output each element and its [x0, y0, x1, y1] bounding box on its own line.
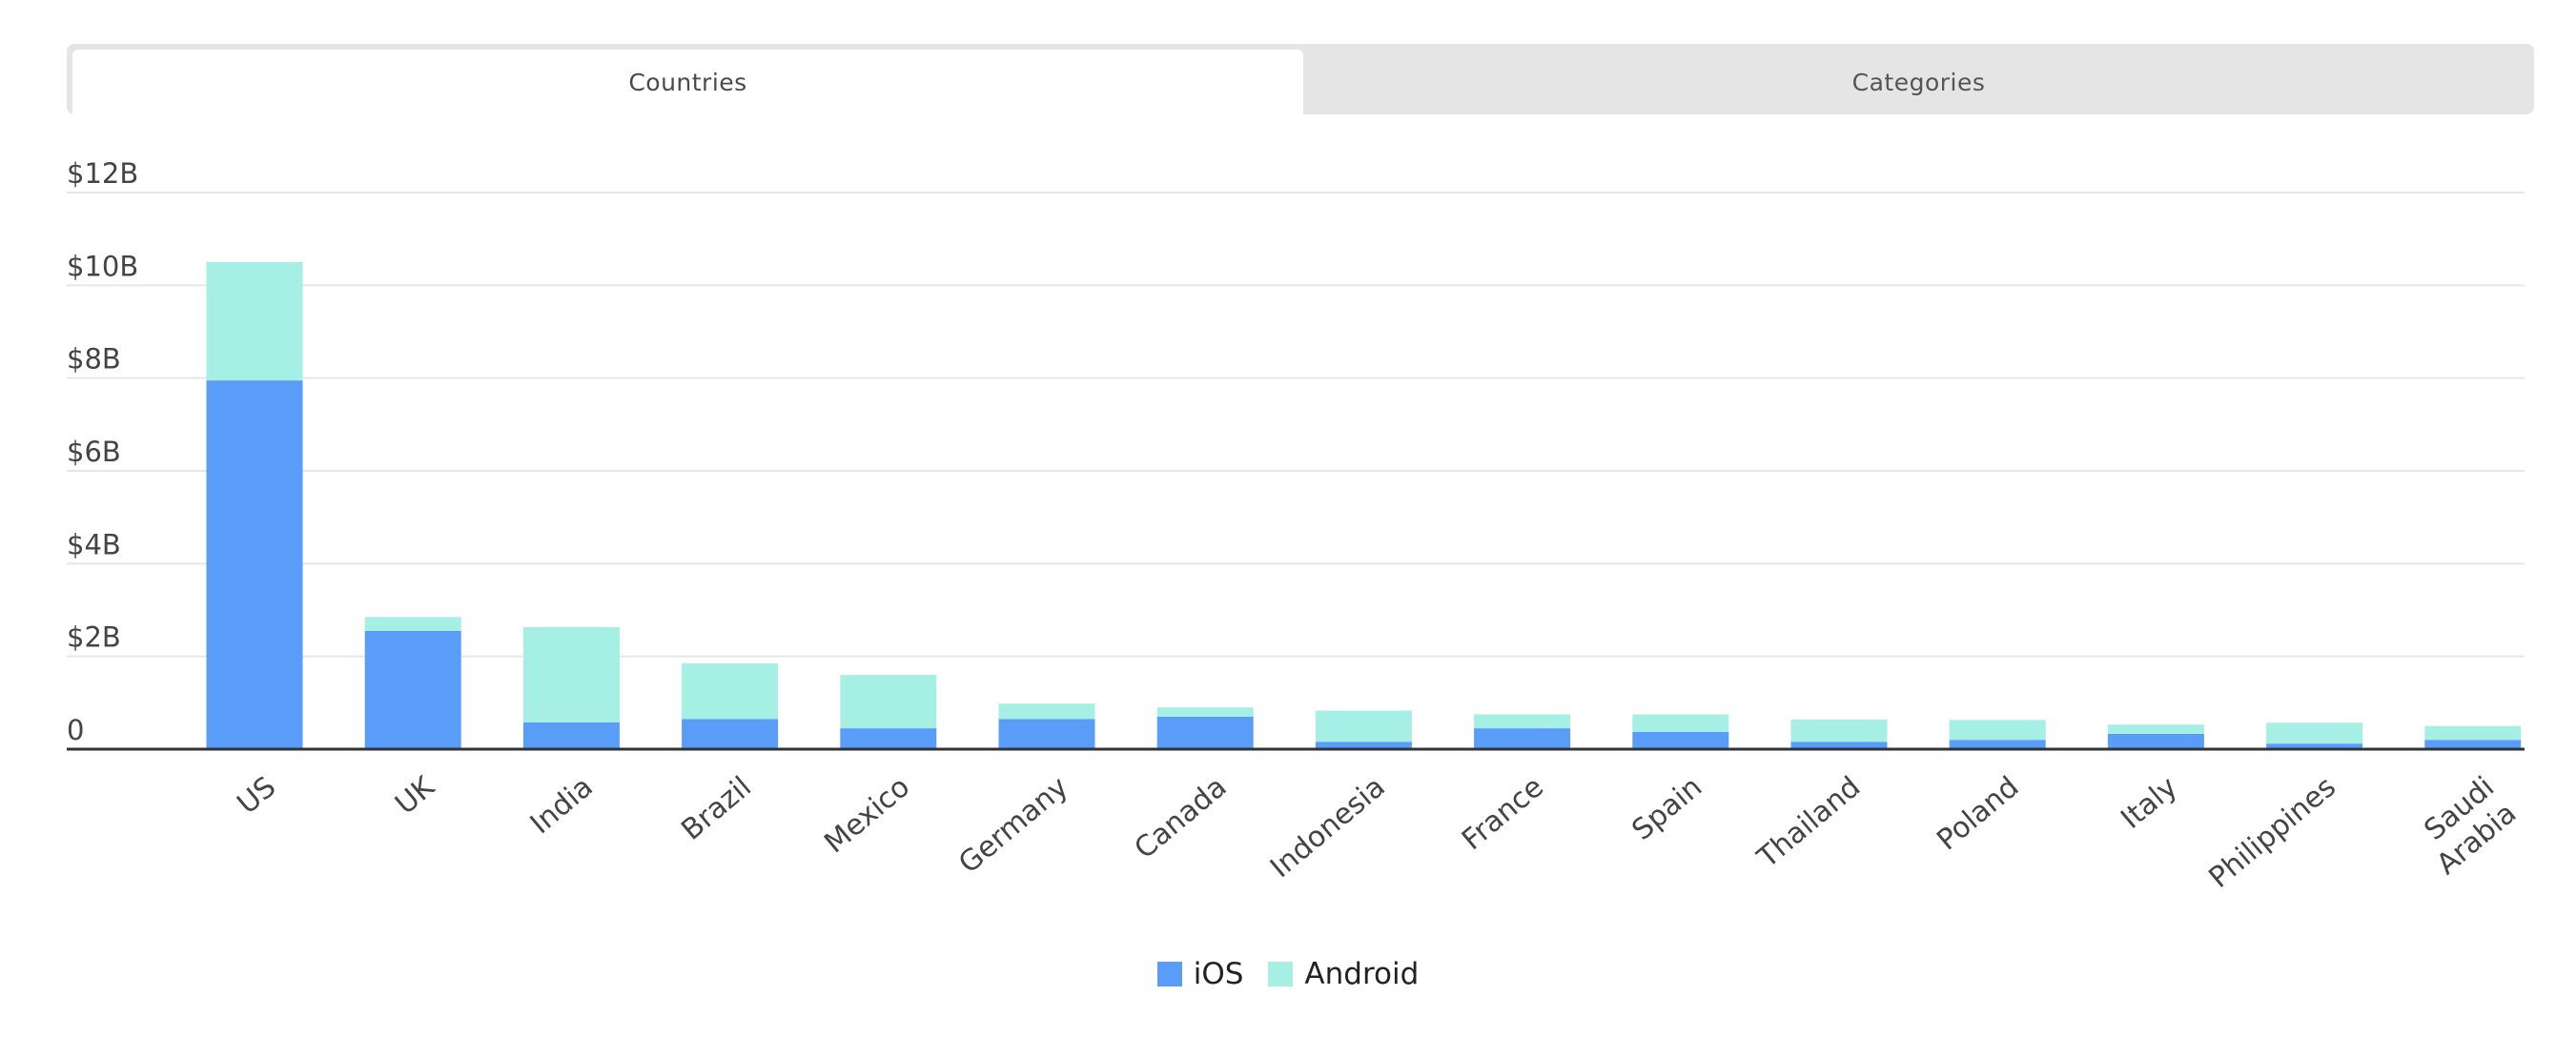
bar-ios-mexico	[840, 728, 937, 749]
x-tick-label-text: Poland	[1931, 770, 2025, 857]
bar-ios-thailand	[1790, 742, 1888, 749]
bar-android-canada	[1156, 707, 1254, 717]
bar-android-poland	[1949, 720, 2046, 741]
x-tick-label: Philippines	[2203, 770, 2342, 895]
tab-categories[interactable]: Categories	[1851, 68, 1986, 96]
x-tick-label-text: US	[231, 770, 282, 821]
tab-countries[interactable]: Countries	[72, 50, 1303, 114]
bar-android-india	[522, 627, 620, 722]
bar-ios-brazil	[682, 719, 779, 749]
x-tick-label-text: Italy	[2115, 770, 2183, 836]
bar-android-brazil	[682, 662, 779, 720]
y-tick-label: 0	[67, 714, 84, 746]
bar-android-indonesia	[1315, 710, 1412, 742]
bar-ios-spain	[1632, 731, 1729, 749]
x-tick-label-text: Germany	[952, 770, 1074, 880]
x-tick-label-text: Thailand	[1750, 770, 1867, 875]
bar-android-italy	[2107, 724, 2204, 734]
tab-bar: Countries Categories	[67, 44, 2534, 114]
legend-label-ios: iOS	[1193, 957, 1244, 991]
y-tick-label: $10B	[67, 250, 138, 282]
x-tick-label-text: Mexico	[818, 770, 916, 860]
x-tick-label: Mexico	[818, 770, 916, 860]
bar-ios-canada	[1156, 716, 1254, 749]
x-tick-label: Thailand	[1750, 770, 1867, 875]
x-tick-label: France	[1456, 770, 1550, 857]
x-tick-label-text: UK	[389, 769, 441, 821]
bar-ios-saudi-arabia	[2424, 740, 2522, 749]
bar-ios-us	[206, 380, 303, 749]
bar-android-us	[206, 262, 303, 381]
x-tick-label-text: Indonesia	[1264, 770, 1392, 884]
legend-item-ios[interactable]: iOS	[1156, 957, 1244, 991]
bar-ios-india	[522, 722, 620, 749]
x-tick-label-text: Philippines	[2203, 770, 2342, 895]
x-tick-label: India	[524, 770, 600, 841]
bar-android-saudi-arabia	[2424, 725, 2522, 741]
y-tick-label: $4B	[67, 528, 121, 560]
bar-android-germany	[998, 703, 1095, 720]
bar-android-thailand	[1790, 719, 1888, 742]
bar-ios-germany	[998, 719, 1095, 749]
bar-ios-italy	[2107, 733, 2204, 749]
y-tick-label: $6B	[67, 436, 121, 468]
bar-android-france	[1474, 714, 1571, 729]
x-tick-label: Germany	[952, 770, 1074, 880]
bar-android-philippines	[2266, 722, 2363, 744]
x-tick-label: UK	[389, 769, 441, 821]
bar-ios-france	[1474, 728, 1571, 749]
x-tick-label: Canada	[1129, 770, 1234, 865]
y-tick-label: $8B	[67, 343, 121, 376]
y-tick-label: $2B	[67, 621, 121, 654]
x-tick-label: Brazil	[675, 770, 758, 847]
x-tick-label: Spain	[1625, 770, 1708, 847]
x-tick-label-text: Canada	[1129, 770, 1234, 865]
legend-item-android[interactable]: Android	[1268, 957, 1419, 991]
bar-android-uk	[364, 617, 461, 631]
bar-ios-indonesia	[1315, 742, 1412, 749]
bar-android-mexico	[840, 675, 937, 729]
x-tick-label: Italy	[2115, 770, 2183, 836]
x-tick-label-text: France	[1456, 770, 1550, 857]
x-tick-label-text: India	[524, 770, 600, 841]
y-tick-label: $12B	[67, 157, 138, 190]
bar-android-spain	[1632, 714, 1729, 732]
x-tick-label: US	[231, 770, 282, 821]
x-tick-label-text: Spain	[1625, 770, 1708, 847]
bar-ios-philippines	[2266, 743, 2363, 749]
x-tick-label: Poland	[1931, 770, 2025, 857]
legend-label-android: Android	[1304, 957, 1420, 991]
ios-legend-swatch	[1156, 962, 1182, 986]
x-tick-label: Indonesia	[1264, 770, 1392, 884]
chart-legend: iOS Android	[0, 957, 2576, 991]
bar-ios-uk	[364, 630, 461, 749]
bar-chart: 0 $2B $4B $6B $8B $10B $12B US UK India Brazil Mexi…	[67, 157, 2525, 895]
x-tick-label-text: Brazil	[675, 770, 758, 847]
android-legend-swatch	[1268, 962, 1294, 986]
bar-ios-poland	[1949, 740, 2046, 749]
